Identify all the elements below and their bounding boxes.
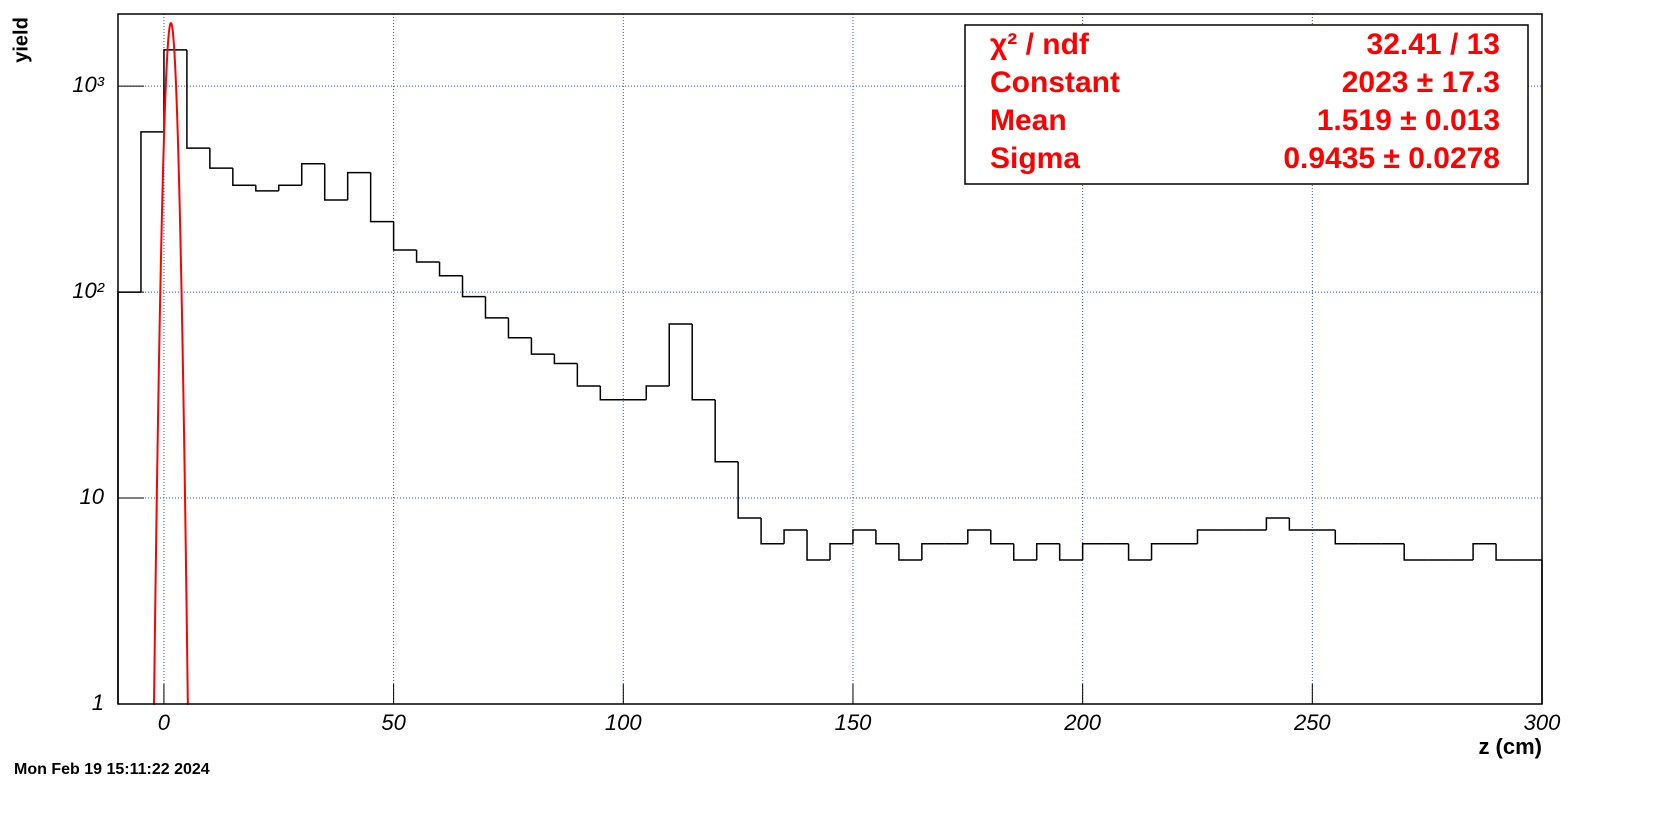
stats-name: χ² / ndf bbox=[990, 28, 1090, 61]
histogram-bin bbox=[714, 399, 739, 463]
histogram-bin bbox=[507, 317, 532, 339]
y-axis-title: yield bbox=[10, 17, 32, 63]
histogram-bin bbox=[255, 185, 279, 192]
histogram-bin bbox=[645, 385, 670, 400]
x-tick-label: 250 bbox=[1293, 710, 1331, 735]
x-tick-label: 200 bbox=[1063, 710, 1101, 735]
histogram-bin bbox=[232, 168, 256, 187]
histogram-bin bbox=[484, 296, 509, 319]
histogram-bin bbox=[163, 49, 187, 132]
stats-value: 2023 ± 17.3 bbox=[1342, 66, 1500, 99]
histogram-bin bbox=[369, 172, 394, 223]
histogram-bin bbox=[278, 184, 302, 191]
histogram-bin bbox=[553, 354, 578, 365]
histogram-bin bbox=[852, 529, 876, 544]
x-tick-label: 0 bbox=[158, 710, 171, 735]
histogram-bin bbox=[438, 261, 463, 277]
stats-name: Mean bbox=[990, 104, 1067, 137]
histogram-bin bbox=[1334, 529, 1359, 545]
histogram-bin bbox=[829, 542, 853, 561]
stats-value: 1.519 ± 0.013 bbox=[1317, 104, 1500, 137]
x-tick-label: 100 bbox=[605, 710, 642, 735]
y-tick-label: 10² bbox=[72, 278, 104, 303]
histogram-bin bbox=[967, 529, 991, 544]
histogram-bin bbox=[1265, 517, 1290, 530]
plot-frame bbox=[117, 13, 1543, 705]
stats-value: 32.41 / 13 bbox=[1367, 28, 1500, 61]
histogram-bin bbox=[1035, 542, 1060, 561]
histogram-bin bbox=[530, 337, 555, 355]
histogram-bin bbox=[415, 250, 440, 263]
x-tick-label: 150 bbox=[835, 710, 872, 735]
fit-curve bbox=[152, 22, 189, 705]
histogram-bin bbox=[323, 163, 348, 201]
y-tick-label: 1 bbox=[92, 690, 104, 715]
histogram-bin bbox=[1058, 543, 1083, 561]
timestamp: Mon Feb 19 15:11:22 2024 bbox=[14, 761, 210, 778]
y-tick-label: 10 bbox=[80, 484, 105, 509]
histogram-bin bbox=[990, 529, 1014, 545]
histogram-bin bbox=[1081, 542, 1106, 561]
histogram-bin bbox=[921, 542, 945, 561]
histogram-bin bbox=[783, 529, 808, 544]
stats-name: Sigma bbox=[990, 142, 1080, 175]
histogram-bin bbox=[806, 529, 830, 561]
histogram-bin bbox=[1495, 543, 1520, 561]
histogram-bin bbox=[1196, 529, 1221, 544]
stats-box bbox=[964, 24, 1529, 185]
histogram-bin bbox=[1472, 542, 1497, 561]
histogram-bin bbox=[1127, 543, 1152, 561]
stats-value: 0.9435 ± 0.0278 bbox=[1283, 142, 1500, 175]
histogram-bin bbox=[1403, 543, 1428, 561]
x-tick-label: 50 bbox=[381, 710, 406, 735]
x-axis-title: z (cm) bbox=[1478, 734, 1542, 759]
histogram-bin bbox=[599, 385, 624, 401]
histogram-bin bbox=[1012, 543, 1037, 561]
histogram-bin bbox=[1288, 518, 1313, 531]
histogram-bin bbox=[346, 171, 371, 200]
histogram-bin bbox=[300, 162, 325, 186]
histogram-bin bbox=[691, 323, 716, 401]
x-tick-label: 300 bbox=[1524, 710, 1561, 735]
histogram-bin bbox=[209, 148, 233, 169]
histogram-bin bbox=[576, 363, 601, 387]
histogram-bin bbox=[461, 275, 486, 298]
histogram-bin bbox=[668, 323, 693, 386]
histogram-bin bbox=[737, 461, 762, 519]
histogram-bin bbox=[760, 518, 785, 545]
stats-name: Constant bbox=[990, 66, 1120, 99]
histogram-bin bbox=[1150, 542, 1175, 561]
y-tick-label: 10³ bbox=[72, 72, 104, 97]
histogram-bin bbox=[392, 221, 417, 251]
histogram-bin bbox=[140, 131, 164, 293]
histogram-bin bbox=[898, 543, 922, 561]
histogram-bin bbox=[875, 529, 899, 545]
histogram-bin bbox=[186, 49, 210, 149]
